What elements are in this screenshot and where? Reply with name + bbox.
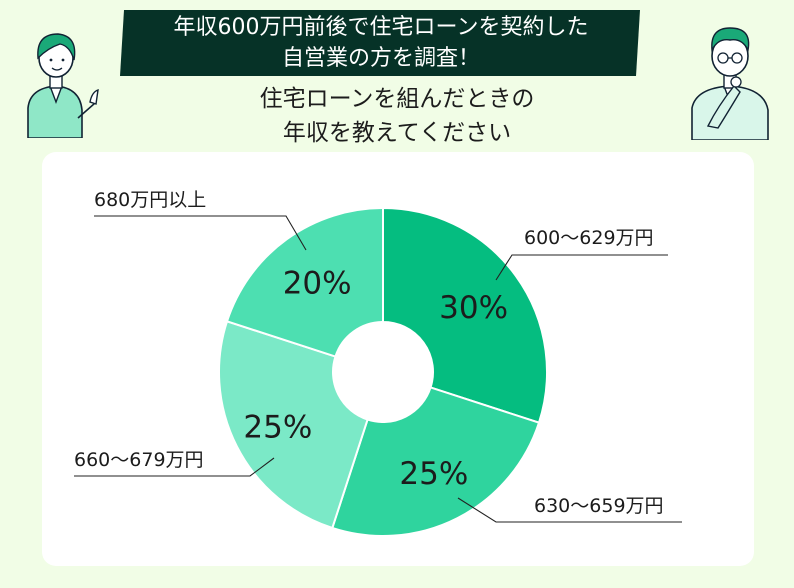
title-banner: 年収600万円前後で住宅ローンを契約した 自営業の方を調査！ bbox=[120, 8, 642, 78]
pie-slice-1 bbox=[382, 206, 548, 424]
slice-percent-label-4: 20% bbox=[283, 265, 352, 301]
leader-line-3 bbox=[74, 457, 275, 477]
leader-line-1 bbox=[495, 254, 668, 281]
slice-percent-label-1: 30% bbox=[439, 290, 508, 326]
leader-line-4 bbox=[94, 215, 307, 251]
category-label-1: 600〜629万円 bbox=[524, 227, 654, 249]
banner-line-1: 年収600万円前後で住宅ローンを契約した bbox=[173, 15, 589, 40]
category-label-2: 630〜659万円 bbox=[534, 495, 664, 517]
question-line-2: 年収を教えてください bbox=[282, 120, 512, 146]
survey-question: 住宅ローンを組んだときの 年収を教えてください bbox=[150, 82, 644, 150]
pie-slice-4 bbox=[225, 206, 384, 358]
leader-line-2 bbox=[457, 497, 682, 523]
pie-slice-3 bbox=[218, 320, 369, 530]
woman-pointing-icon bbox=[22, 20, 100, 139]
banner-background bbox=[120, 10, 640, 76]
donut-hole bbox=[334, 323, 432, 421]
question-line-1: 住宅ローンを組んだときの bbox=[259, 86, 535, 112]
man-thinking-icon bbox=[688, 16, 774, 141]
slice-percent-label-2: 25% bbox=[399, 456, 468, 492]
category-label-4: 680万円以上 bbox=[94, 189, 206, 211]
banner-line-2: 自営業の方を調査！ bbox=[281, 46, 480, 71]
pie-slice-2 bbox=[331, 386, 541, 537]
slice-percent-label-3: 25% bbox=[243, 410, 312, 446]
category-label-3: 660〜679万円 bbox=[74, 449, 204, 471]
